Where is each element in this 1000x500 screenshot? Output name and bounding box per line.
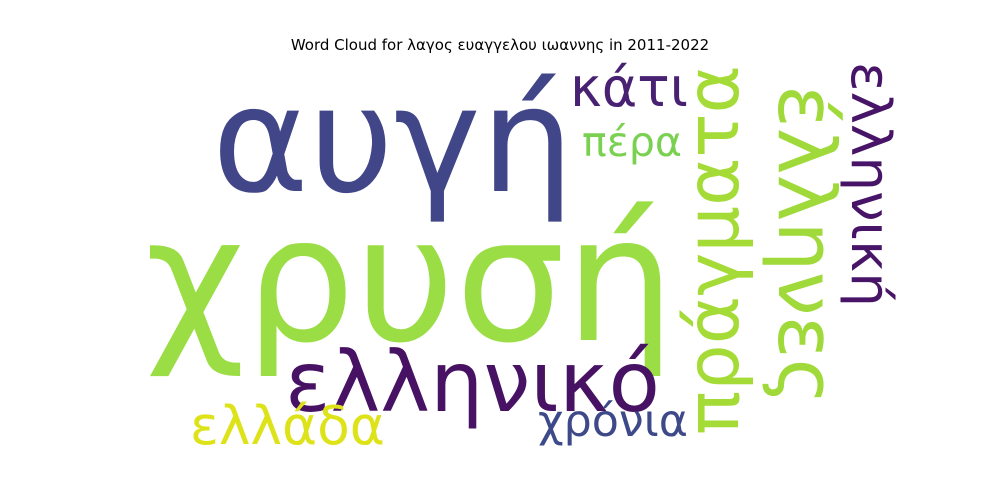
word-xronia: χρόνια: [538, 396, 688, 448]
word-pera: πέρα: [582, 117, 682, 166]
word-xrysi: χρυσή: [145, 179, 675, 382]
word-pragmata: πράγματα: [671, 65, 757, 435]
word-ellinikos: ελληνικό: [285, 333, 660, 432]
word-kati: κάτι: [570, 55, 688, 119]
chart-title: Word Cloud for λαγος ευαγγελου ιωαννης i…: [290, 36, 710, 54]
word-avgi: αυγή: [212, 54, 574, 226]
word-elliniki: ελληνική: [839, 62, 904, 307]
word-ellines: έλληνες: [759, 85, 852, 405]
word-ellada: ελλάδα: [190, 394, 385, 458]
